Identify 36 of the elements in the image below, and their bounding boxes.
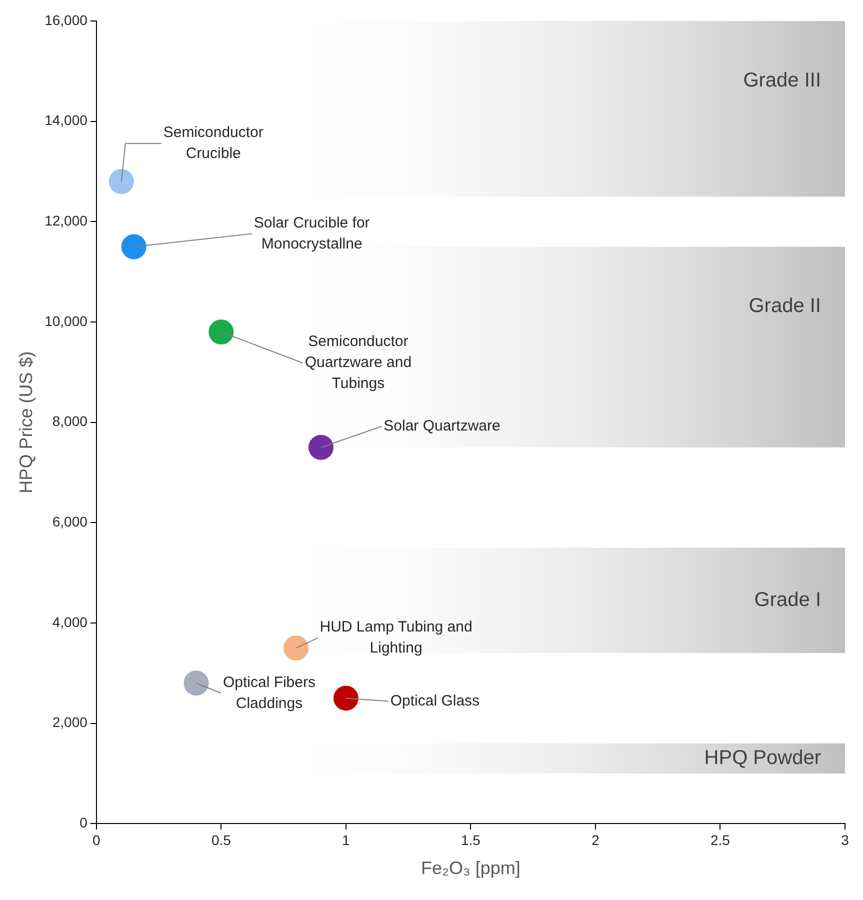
x-tick-label: 2: [592, 832, 600, 848]
point: [284, 636, 309, 661]
band-label: HPQ Powder: [704, 746, 822, 769]
annotation: Semiconductor Crucible: [163, 124, 264, 162]
annotation: Solar Crucible for Monocrystallne: [254, 214, 370, 252]
point: [208, 320, 234, 345]
x-tick-label: 3: [841, 832, 850, 848]
annotation: HUD Lamp Tubing and Lighting: [320, 618, 472, 657]
point: [108, 169, 134, 194]
band-label: Grade III: [743, 70, 821, 92]
y-tick-label: 10,000: [44, 312, 88, 329]
y-tick-label: 0: [80, 814, 88, 830]
y-tick-label: 6,000: [52, 513, 88, 530]
y-tick-label: 8,000: [52, 413, 88, 430]
point: [333, 686, 358, 711]
x-tick-label: 1: [342, 832, 350, 848]
annotation: Optical Fibers Claddings: [222, 674, 316, 712]
y-axis-title: HPQ Price (US $): [16, 351, 36, 494]
y-tick-label: 16,000: [44, 12, 88, 28]
point: [121, 234, 146, 260]
annotation: Optical Glass: [390, 692, 480, 710]
x-tick-label: 0.5: [211, 832, 232, 848]
point: [308, 434, 334, 460]
y-tick-label: 14,000: [44, 112, 88, 128]
band-label: Grade II: [748, 295, 821, 318]
x-axis-title: Fe₂O₃ [ppm]: [421, 858, 520, 878]
x-tick-label: 2.5: [710, 832, 730, 848]
point: [184, 670, 209, 696]
annotation: Solar Quartzware: [384, 418, 500, 435]
y-tick-label: 12,000: [44, 212, 88, 229]
annotation: Semiconductor Quartzware and Tubings: [304, 333, 412, 392]
band-label: Grade I: [754, 588, 821, 611]
x-tick-label: 0: [92, 832, 101, 848]
y-tick-label: 4,000: [52, 614, 88, 630]
x-tick-label: 1.5: [460, 832, 481, 848]
y-tick-label: 2,000: [52, 714, 88, 730]
